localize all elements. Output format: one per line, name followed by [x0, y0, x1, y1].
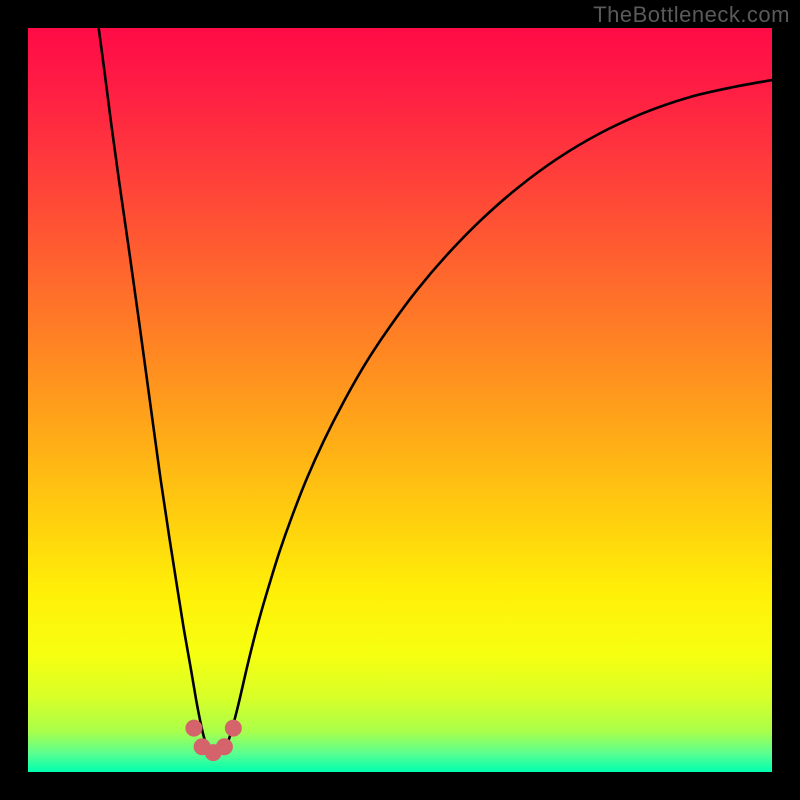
- chart-curve-layer: [28, 28, 772, 772]
- bottleneck-curve: [99, 28, 772, 753]
- curve-min-markers: [186, 720, 241, 761]
- watermark-text: TheBottleneck.com: [593, 2, 790, 28]
- curve-marker: [216, 739, 232, 755]
- curve-marker: [225, 720, 241, 736]
- curve-marker: [186, 720, 202, 736]
- chart-plot-area: [28, 28, 772, 772]
